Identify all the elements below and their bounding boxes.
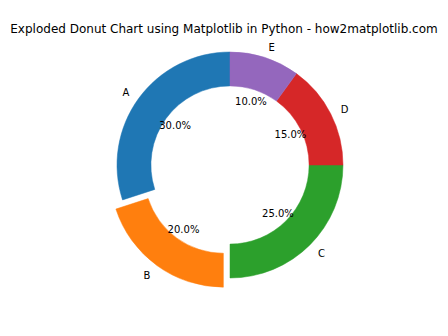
slice	[230, 165, 343, 278]
title: Exploded Donut Chart using Matplotlib in…	[10, 22, 437, 36]
labels: A 30.0% B 20.0% C 25.0% D 15.0% E 10.0%	[123, 42, 349, 281]
category-label: C	[318, 248, 325, 259]
data-label: 10.0%	[235, 96, 267, 107]
slice	[116, 199, 223, 288]
data-label: 20.0%	[168, 224, 200, 235]
category-label: D	[341, 104, 349, 115]
data-label: 15.0%	[275, 129, 307, 140]
chart: Exploded Donut Chart using Matplotlib in…	[0, 0, 448, 336]
category-label: E	[268, 42, 274, 53]
slice	[117, 52, 230, 200]
category-label: B	[143, 270, 150, 281]
category-label: A	[123, 87, 130, 98]
slices	[116, 52, 343, 287]
slice	[230, 52, 296, 101]
data-label: 30.0%	[159, 120, 191, 131]
data-label: 25.0%	[262, 208, 294, 219]
